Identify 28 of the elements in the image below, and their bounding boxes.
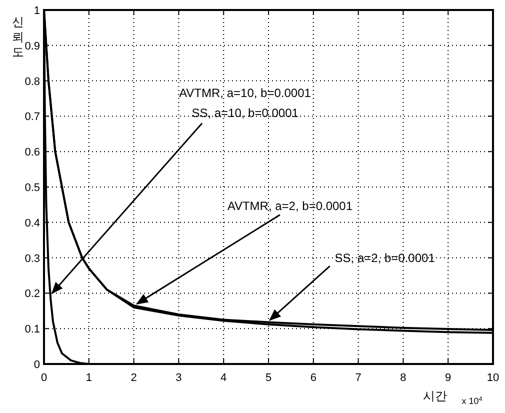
x-tick-label: 2 <box>130 372 137 384</box>
y-tick-label: 0.3 <box>24 252 40 265</box>
annotation: AVTMR, a=2, b=0.0001 <box>227 198 353 213</box>
y-tick-label: 0.8 <box>24 76 40 88</box>
y-tick-label: 0.4 <box>24 217 40 230</box>
text: x 10$^{4}$ <box>462 396 483 406</box>
y-tick-label: 0.6 <box>24 146 40 159</box>
y-tick-label: 0.9 <box>24 40 40 52</box>
y-tick-label: 1 <box>34 5 40 17</box>
y-tick-label: 0.1 <box>24 324 40 336</box>
x-tick-label: 6 <box>310 372 316 384</box>
y-tick-label: 0.7 <box>24 111 40 124</box>
x-tick-label: 9 <box>445 372 452 384</box>
x-axis-title: 시간 <box>423 389 447 403</box>
x-tick-label: 3 <box>176 372 182 384</box>
y-tick-label: 0.2 <box>24 288 40 300</box>
annotation: SS, a=10, b=0.0001 <box>192 106 299 120</box>
annotation: AVTMR, a=10, b=0.0001 <box>179 86 312 100</box>
x-tick-label: 5 <box>265 372 272 384</box>
x-tick-label: 10 <box>486 372 500 384</box>
annotation: SS, a=2, b=0.0001 <box>334 251 436 266</box>
x-tick-label: 4 <box>220 372 227 384</box>
y-axis-title: 신뢰도 <box>12 15 24 59</box>
x-tick-label: 1 <box>86 372 92 384</box>
x-tick-label: 8 <box>400 372 406 384</box>
x-tick-label: 7 <box>355 372 362 384</box>
y-tick-label: 0 <box>34 359 40 371</box>
y-tick-label: 0.5 <box>24 182 40 194</box>
